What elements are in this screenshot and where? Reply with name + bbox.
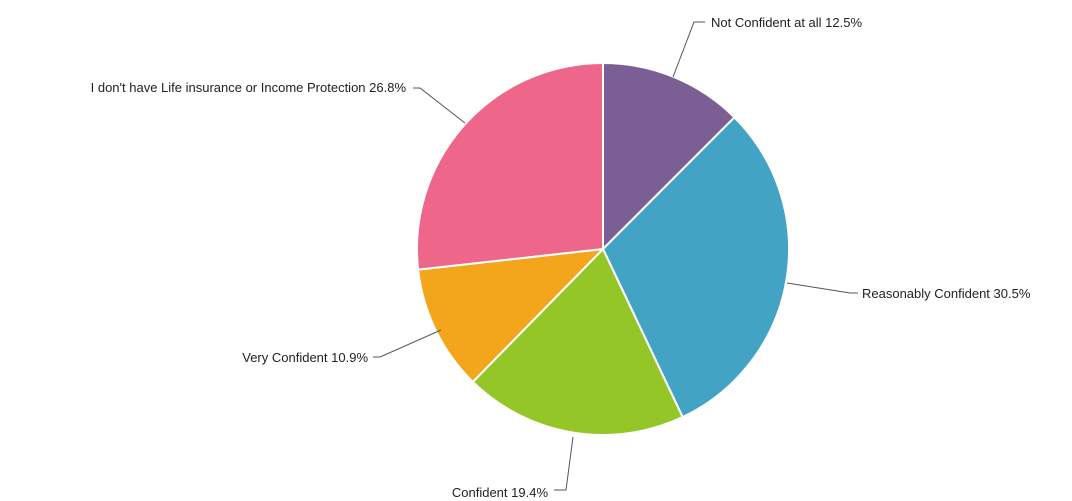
pie-slice-very-confident [417,247,606,384]
pie-slice-no-life-insurance [416,61,604,271]
slice-labels: Not Confident at all 12.5% Reasonably Con… [91,15,1031,500]
pie-slice-not-confident-at-all [602,61,736,252]
leader-line-not-confident-at-all [672,21,705,78]
leader-lines [373,21,858,491]
slice-label-very-confident: Very Confident 10.9% [242,350,368,365]
leader-line-very-confident [373,329,442,358]
leader-line-reasonably-confident [786,282,858,294]
pie-slices [416,61,790,436]
slice-label-not-confident-at-all: Not Confident at all 12.5% [711,15,862,30]
pie-slice-reasonably-confident [601,115,790,419]
pie-slice-confident [471,247,684,436]
leader-line-confident [554,436,574,491]
leader-line-no-life-insurance [413,87,466,124]
slice-label-reasonably-confident: Reasonably Confident 30.5% [862,286,1031,301]
slice-label-confident: Confident 19.4% [452,485,549,500]
slice-label-no-life-insurance: I don't have Life insurance or Income Pr… [91,80,407,95]
